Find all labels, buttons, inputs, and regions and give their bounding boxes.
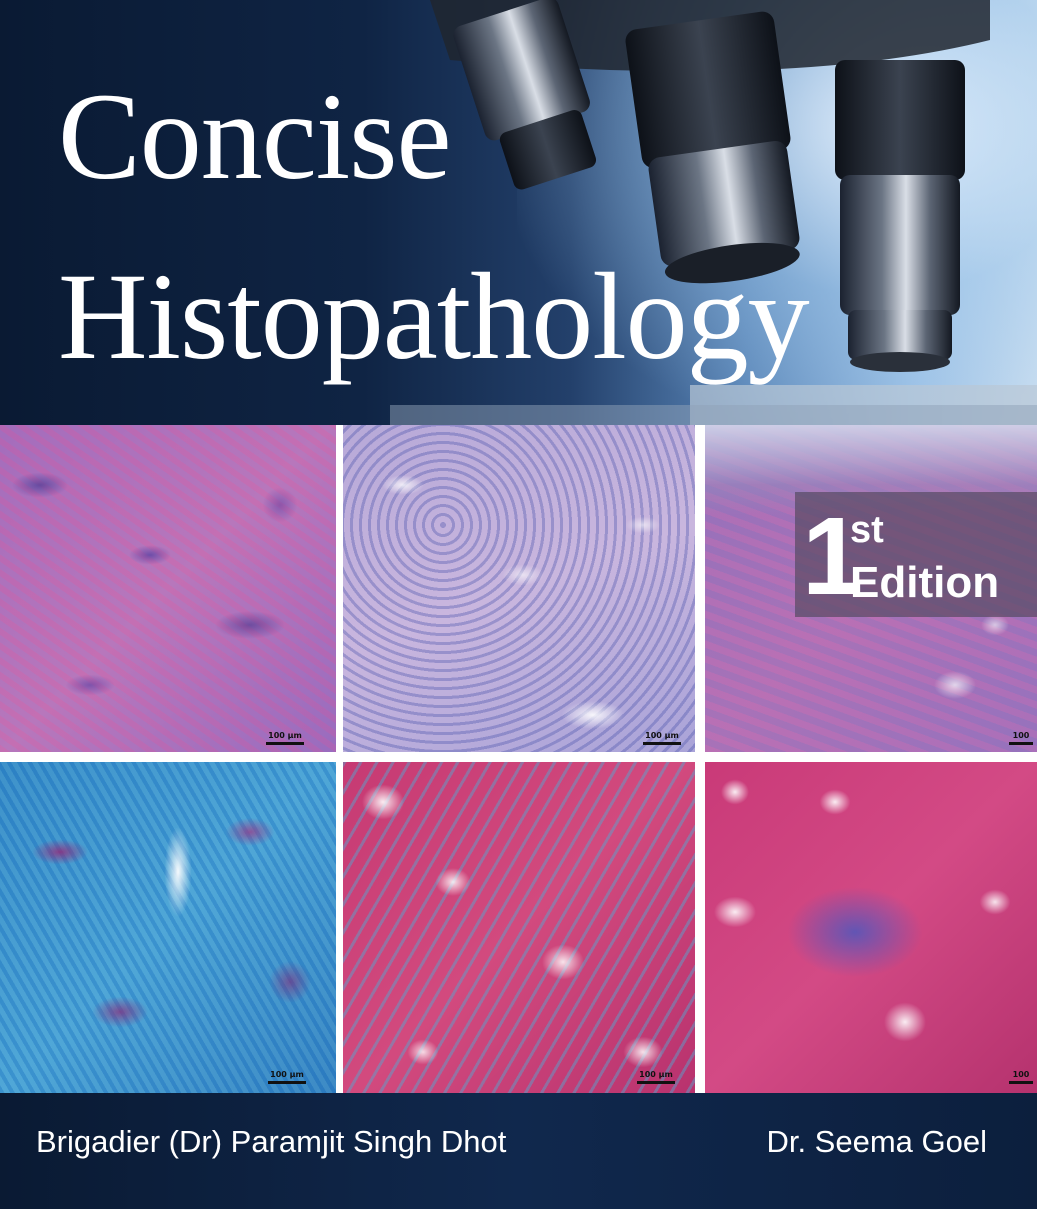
edition-badge [795, 492, 1037, 617]
author-name-2: Dr. Seema Goel [766, 1124, 987, 1159]
title-line-2: Histopathology [58, 248, 810, 385]
micrograph-he-1: 100 µm [0, 425, 336, 752]
scale-bar: 100 [1009, 731, 1033, 749]
scale-bar: 100 µm [643, 731, 681, 749]
header-band: Concise Histopathology [0, 0, 1037, 425]
micrograph-he-2: 100 µm [343, 425, 695, 752]
micrograph-trichrome-2: 100 µm [343, 762, 695, 1093]
edition-label: Edition [850, 558, 1000, 607]
micrograph-trichrome-1: 100 µm [0, 762, 336, 1093]
title-line-1: Concise [58, 68, 451, 205]
scale-bar-label: 100 µm [645, 731, 679, 740]
scale-bar-label: 100 µm [268, 731, 302, 740]
scale-bar: 100 µm [266, 731, 304, 749]
scale-bar-label: 100 [1012, 731, 1030, 740]
edition-number: 1 [802, 495, 864, 618]
microscope-objectives-image [390, 0, 1037, 425]
scale-bar-label: 100 [1012, 1070, 1030, 1079]
scale-bar-label: 100 µm [639, 1070, 673, 1079]
author-band [0, 1093, 1037, 1209]
scale-bar: 100 µm [637, 1070, 675, 1088]
scale-bar: 100 µm [268, 1070, 306, 1088]
micrograph-trichrome-3: 100 [705, 762, 1037, 1093]
scale-bar-label: 100 µm [270, 1070, 304, 1079]
author-name-1: Brigadier (Dr) Paramjit Singh Dhot [36, 1124, 507, 1159]
edition-suffix: st [850, 509, 884, 551]
scale-bar: 100 [1009, 1070, 1033, 1088]
